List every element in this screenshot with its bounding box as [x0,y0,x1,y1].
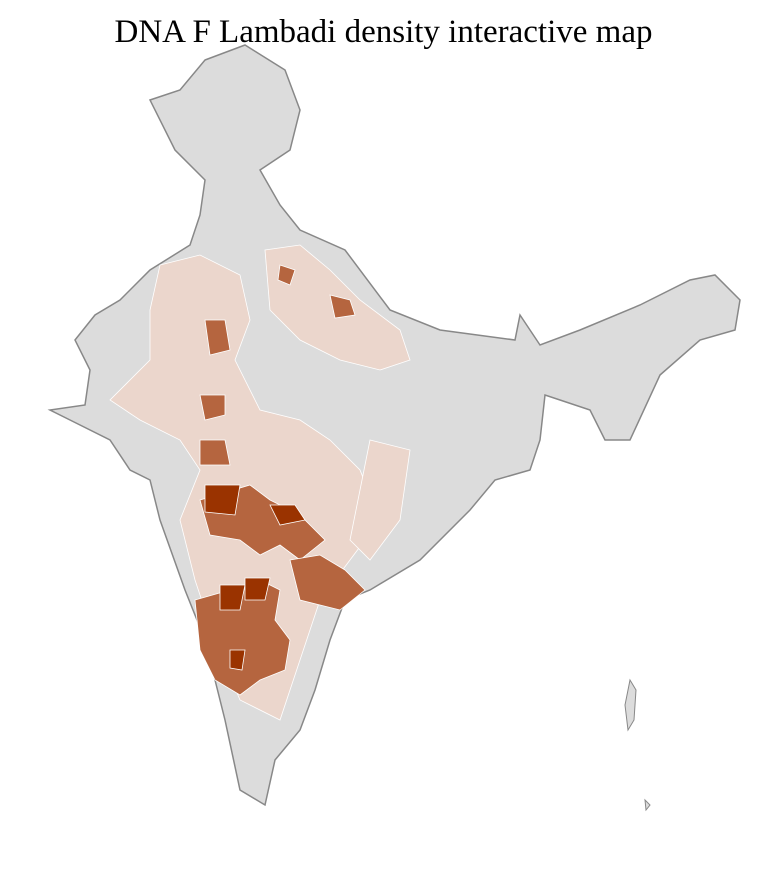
medium-density-district[interactable] [289,554,366,611]
high-density-district[interactable] [244,577,271,601]
high-density-district[interactable] [269,504,306,526]
low-density-district[interactable] [349,439,411,561]
andaman-islands [624,678,651,812]
medium-density-district[interactable] [204,319,231,356]
medium-density-district[interactable] [277,264,296,286]
medium-density-district[interactable] [199,439,231,466]
high-density-district[interactable] [219,584,246,611]
medium-density-district[interactable] [199,394,226,421]
high-density-districts [204,484,306,671]
map-title: DNA F Lambadi density interactive map [114,14,653,50]
high-density-district[interactable] [204,484,241,516]
medium-density-district[interactable] [329,294,356,319]
high-density-district[interactable] [229,649,246,671]
